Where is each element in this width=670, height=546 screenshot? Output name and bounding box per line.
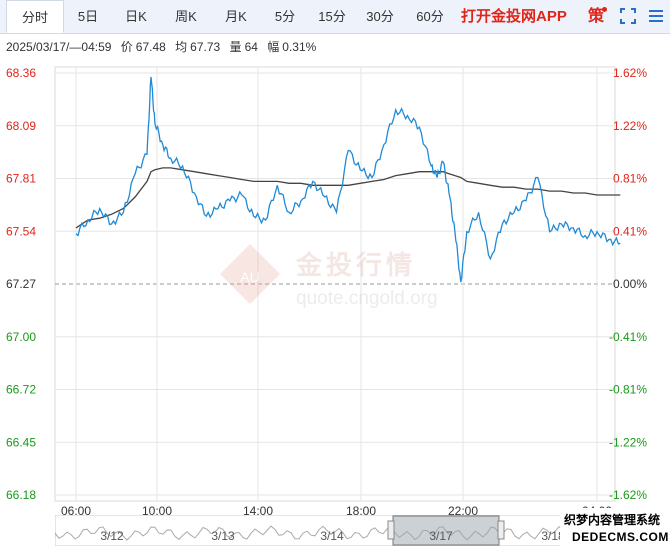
pct-tick-label: 1.62% — [613, 66, 647, 80]
x-tick-label: 14:00 — [243, 504, 273, 515]
quote-info-bar: 2025/03/17/—04:59 价 67.48 均 67.73 量 64 幅 0.3… — [6, 38, 322, 55]
navigator-date-label: 3/12 — [100, 529, 124, 543]
tab-7[interactable]: 30分 — [366, 9, 394, 24]
corner-watermark: 织梦内容管理系统 DEDECMS.COM — [560, 508, 670, 546]
average-price-line — [75, 167, 621, 229]
navigator-date-label: 3/13 — [211, 529, 235, 543]
tab-5[interactable]: 5分 — [274, 9, 296, 24]
tab-2[interactable]: 日K — [125, 9, 147, 24]
watermark-logo: AU — [240, 269, 259, 285]
y-tick-label: 66.18 — [6, 488, 36, 502]
y-tick-label: 67.54 — [6, 224, 36, 238]
y-tick-label: 67.00 — [6, 330, 36, 344]
y-tick-label: 66.72 — [6, 383, 36, 397]
menu-icon[interactable] — [648, 7, 664, 25]
y-tick-label: 68.09 — [6, 119, 36, 133]
date-navigator[interactable]: 3/12 3/13 3/14 3/17 3/18 — [55, 515, 615, 546]
y-tick-label: 68.36 — [6, 66, 36, 80]
pct-tick-label: -1.22% — [609, 435, 647, 449]
navigator-handle-right[interactable] — [497, 520, 505, 540]
navigator-date-label: 3/17 — [429, 529, 453, 543]
strategy-icon[interactable]: 策 — [588, 8, 605, 25]
pct-tick-label: -0.81% — [609, 383, 647, 397]
x-tick-label: 22:00 — [448, 504, 478, 515]
intraday-chart[interactable]: 68.36 1.62% 68.09 1.22% 67.81 0.81% 67.54 0.41%… — [0, 55, 670, 515]
pct-tick-label: 1.22% — [613, 119, 647, 133]
corner-watermark-cn: 织梦内容管理系统 — [564, 513, 661, 527]
pct-tick-label: 0.81% — [613, 172, 647, 186]
amplitude-label: 幅 — [267, 40, 280, 54]
navigator-date-label: 3/14 — [320, 529, 344, 543]
tab-8[interactable]: 60分 — [416, 9, 444, 24]
avg-value: 67.73 — [190, 40, 221, 54]
tab-6[interactable]: 15分 — [318, 9, 346, 24]
navigator-handle-left[interactable] — [387, 520, 395, 540]
period-tab-bar: 分时 5日 日K 周K 月K 5分 15分 30分 60分 — [0, 0, 670, 34]
x-tick-label: 06:00 — [61, 504, 91, 515]
y-tick-label: 67.27 — [6, 277, 36, 291]
price-label: 价 — [120, 40, 133, 54]
volume-label: 量 — [229, 40, 242, 54]
price-value: 67.48 — [135, 40, 166, 54]
watermark-url: quote.cngold.org — [296, 288, 438, 309]
open-app-link[interactable]: 打开金投网APP — [461, 8, 567, 25]
amplitude-value: 0.31% — [282, 40, 317, 54]
pct-tick-label: 0.41% — [613, 224, 647, 238]
tab-4[interactable]: 月K — [225, 9, 247, 24]
navigator-date-label: 3/18 — [541, 529, 565, 543]
x-tick-label: 18:00 — [346, 504, 376, 515]
price-line — [75, 76, 621, 283]
pct-tick-label: 0.00% — [613, 277, 647, 291]
pct-tick-label: -1.62% — [609, 488, 647, 502]
x-tick-label: 10:00 — [142, 504, 172, 515]
avg-label: 均 — [175, 40, 188, 54]
datetime: 2025/03/17/—04:59 — [6, 40, 112, 54]
fullscreen-icon[interactable] — [619, 7, 637, 25]
corner-watermark-en: DEDECMS.COM — [572, 530, 669, 544]
tab-0[interactable]: 分时 — [6, 0, 64, 33]
watermark-brand: 金投行情 — [295, 250, 416, 281]
pct-tick-label: -0.41% — [609, 330, 647, 344]
notification-dot — [602, 7, 607, 12]
navigator-trend — [55, 525, 615, 541]
volume-value: 64 — [244, 40, 258, 54]
tab-3[interactable]: 周K — [175, 9, 197, 24]
watermark: AU 金投行情 quote.cngold.org — [220, 244, 438, 309]
tab-1[interactable]: 5日 — [77, 9, 99, 24]
y-tick-label: 67.81 — [6, 172, 36, 186]
y-tick-label: 66.45 — [6, 435, 36, 449]
